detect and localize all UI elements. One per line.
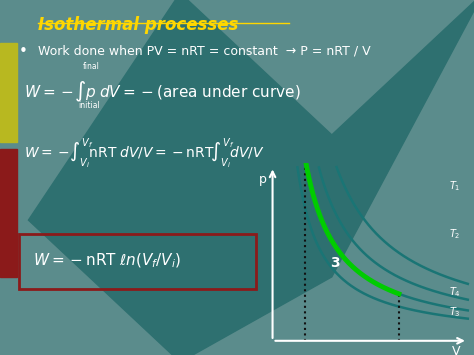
Bar: [0, 149, 17, 277]
Text: p: p: [259, 173, 267, 186]
Text: •: •: [19, 44, 28, 59]
Text: $W = -\!\int p\;dV = -(\mathrm{area\ under\ curve})$: $W = -\!\int p\;dV = -(\mathrm{area\ und…: [24, 80, 301, 104]
Text: final: final: [83, 62, 100, 71]
Text: 3: 3: [330, 256, 339, 269]
Text: $T_1$: $T_1$: [449, 179, 460, 193]
Text: initial: initial: [78, 101, 100, 110]
Text: $W = -\mathrm{nRT}\;\ell n(V_f/V_i)$: $W = -\mathrm{nRT}\;\ell n(V_f/V_i)$: [33, 252, 182, 270]
Text: $T_2$: $T_2$: [449, 228, 460, 241]
Text: $T_4$: $T_4$: [449, 285, 461, 299]
Text: Work done when PV = nRT = constant  → P = nRT / V: Work done when PV = nRT = constant → P =…: [38, 44, 371, 58]
Bar: [19, 234, 256, 289]
Text: Isothermal processes: Isothermal processes: [38, 16, 238, 34]
Text: $T_3$: $T_3$: [449, 305, 460, 319]
Text: V: V: [452, 345, 461, 355]
Polygon shape: [28, 0, 474, 355]
Bar: [0, 43, 17, 142]
Text: $W = -\!\int_{V_i}^{V_f}\!\mathrm{nRT}\;dV/V = -\mathrm{nRT}\!\int_{V_i}^{V_f}\!: $W = -\!\int_{V_i}^{V_f}\!\mathrm{nRT}\;…: [24, 137, 264, 171]
